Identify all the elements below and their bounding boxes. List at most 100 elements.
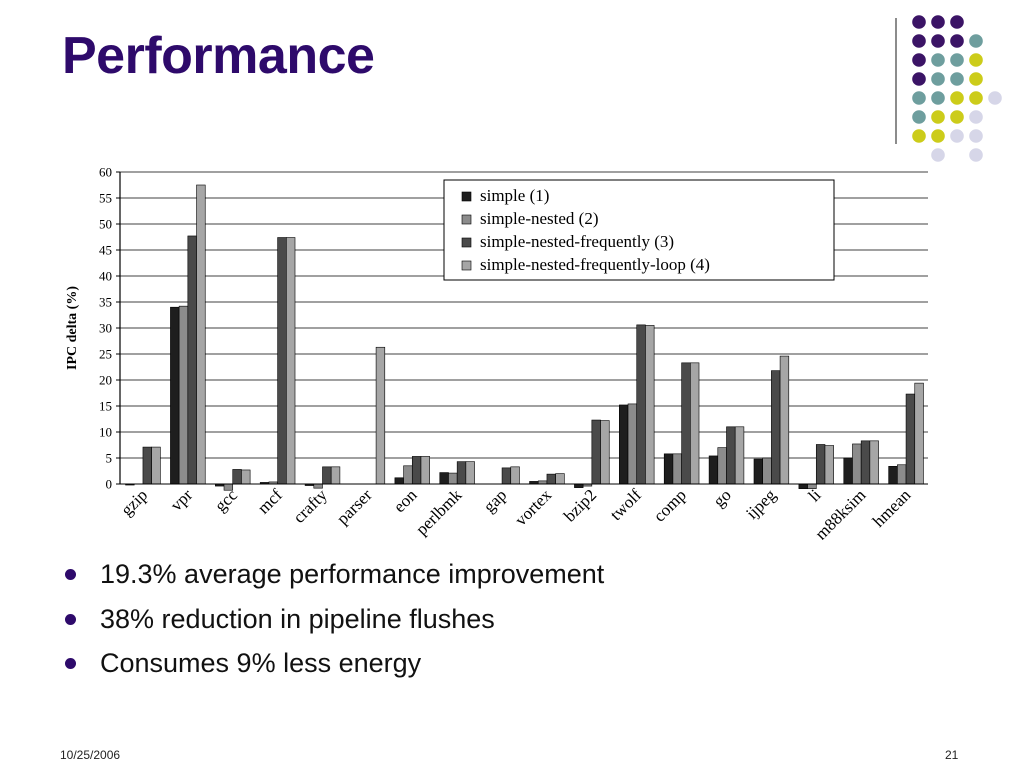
legend-label: simple-nested (2) (480, 209, 599, 228)
x-tick-label: hmean (869, 485, 915, 531)
y-tick-label: 25 (99, 347, 112, 362)
decorative-dot (912, 34, 926, 48)
legend-label: simple-nested-frequently (3) (480, 232, 674, 251)
y-tick-label: 45 (99, 243, 112, 258)
bar (905, 393, 916, 485)
y-tick-label: 0 (106, 477, 113, 492)
bullet-list: 19.3% average performance improvement 38… (62, 556, 604, 690)
bar (555, 473, 565, 485)
bullet-icon (65, 613, 76, 625)
bullet-icon (65, 658, 76, 669)
bar (241, 469, 251, 485)
bar (824, 445, 834, 485)
y-axis-label: IPC delta (%) (65, 286, 80, 370)
bar (815, 444, 826, 485)
x-tick-label: gzip (117, 485, 151, 519)
x-tick-label: twolf (606, 485, 645, 524)
decorative-dot (912, 110, 926, 124)
x-tick-label: go (709, 485, 734, 510)
x-tick-label: vortex (511, 485, 555, 529)
decorative-dot (950, 91, 964, 105)
decorative-dot (912, 53, 926, 67)
bullet-item: Consumes 9% less energy (62, 645, 604, 690)
bar (843, 457, 853, 485)
y-tick-label: 50 (99, 217, 112, 232)
decorative-dot (950, 72, 964, 86)
bar (574, 483, 584, 488)
bar (286, 237, 296, 485)
decorative-dot (931, 15, 945, 29)
decorative-dot (912, 72, 926, 86)
legend-swatch (461, 260, 472, 271)
bar (663, 453, 674, 485)
decorative-dot (950, 15, 964, 29)
bullet-text: 38% reduction in pipeline flushes (100, 603, 495, 634)
decorative-dot (931, 72, 945, 86)
decorative-dot (969, 91, 983, 105)
footer-date: 10/25/2006 (60, 748, 121, 762)
bar (151, 446, 161, 485)
bar (798, 483, 808, 489)
decorative-dot (912, 129, 926, 143)
legend-label: simple (1) (480, 186, 549, 205)
bar (322, 466, 332, 485)
bar (277, 237, 287, 485)
bar (897, 464, 907, 485)
x-tick-label: comp (650, 485, 690, 525)
bar (170, 306, 180, 485)
bar (869, 440, 879, 485)
y-tick-label: 30 (99, 321, 112, 336)
bullet-item: 38% reduction in pipeline flushes (62, 601, 604, 646)
x-tick-label: gap (480, 485, 511, 516)
decorative-dot (988, 91, 1002, 105)
bar (456, 461, 467, 485)
x-tick-label: vpr (167, 485, 197, 515)
bar (196, 184, 206, 485)
x-tick-label: gcc (211, 485, 241, 515)
bar (187, 235, 197, 485)
bar (636, 324, 646, 485)
bar (178, 305, 189, 485)
legend-swatch (461, 214, 472, 225)
legend-label: simple-nested-frequently-loop (4) (480, 255, 710, 274)
bar (411, 456, 422, 485)
decorative-dot (969, 34, 983, 48)
bar (448, 472, 458, 485)
bar (771, 370, 781, 485)
x-tick-label: perlbmk (412, 485, 466, 539)
y-tick-label: 10 (99, 425, 112, 440)
y-tick-label: 5 (106, 451, 113, 466)
y-tick-label: 60 (99, 165, 112, 180)
bar (439, 472, 449, 485)
y-tick-label: 35 (99, 295, 112, 310)
slide-title: Performance (62, 27, 375, 85)
bar (420, 456, 430, 485)
decorative-dot (912, 15, 926, 29)
bullet-text: 19.3% average performance improvement (100, 559, 605, 589)
bar (510, 466, 520, 485)
bar (501, 467, 512, 485)
legend-box (443, 179, 835, 281)
bullet-icon (65, 569, 76, 580)
bar (375, 346, 386, 485)
x-tick-label: parser (333, 485, 376, 528)
decorative-divider (895, 18, 897, 144)
y-tick-label: 20 (99, 373, 112, 388)
decorative-dot (931, 110, 945, 124)
bar (762, 457, 772, 485)
decorative-dot (969, 148, 983, 162)
bar (888, 466, 898, 485)
bar (690, 362, 700, 485)
x-tick-label: m88ksim (811, 485, 869, 540)
bar (860, 440, 871, 485)
bar (852, 443, 862, 485)
bar (681, 362, 691, 485)
bar (546, 473, 556, 485)
ipc-delta-bar-chart: 0 5 10 15 20 25 30 35 40 45 50 55 60 IPC delta (%) gzi… (65, 165, 928, 540)
bar (591, 419, 601, 485)
bar (394, 477, 404, 485)
x-tick-label: crafty (289, 485, 331, 527)
x-tick-label: ijpeg (742, 485, 780, 523)
bar (619, 404, 629, 485)
bullet-text: Consumes 9% less energy (100, 648, 422, 678)
